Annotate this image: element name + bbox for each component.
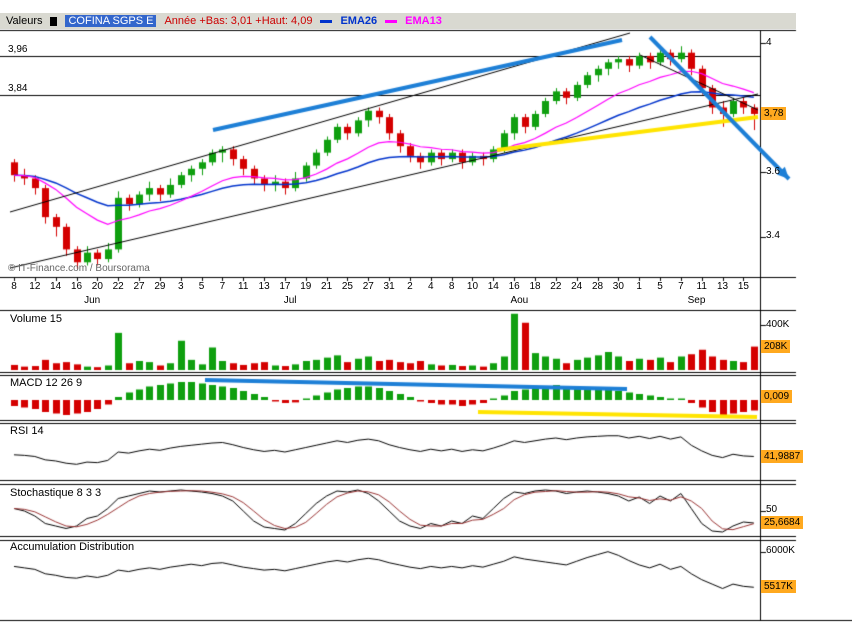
price-level-label-396: 3,96 xyxy=(8,44,28,55)
volume-axis-label: 400K xyxy=(766,319,790,330)
ema26-label[interactable]: EMA26 xyxy=(340,15,378,27)
accumulation-title: Accumulation Distribution xyxy=(10,541,135,553)
copyright-label: © IT-Finance.com / Boursorama xyxy=(8,263,150,274)
stochastic-title: Stochastique 8 3 3 xyxy=(10,487,102,499)
ema13-color-swatch xyxy=(385,19,398,23)
stochastic-axis-label: 50 xyxy=(766,504,778,515)
accumulation-badge: 5517K xyxy=(761,580,796,593)
macd-badge: 0,009 xyxy=(761,390,793,403)
symbol-name[interactable]: COFINA SGPS E xyxy=(65,15,157,27)
year-range-label: Année +Bas: 3,01 +Haut: 4,09 xyxy=(164,15,313,27)
price-axis-label-4: 4 xyxy=(766,37,772,48)
price-level-label-384: 3,84 xyxy=(8,83,28,94)
last-price-badge: 3,78 xyxy=(761,107,787,120)
candlestick-icon xyxy=(50,16,58,26)
ema26-color-swatch xyxy=(320,19,333,23)
legend-bar: Valeurs COFINA SGPS E Année +Bas: 3,01 +… xyxy=(0,13,796,29)
price-axis-label-34: 3.4 xyxy=(766,230,780,241)
macd-title: MACD 12 26 9 xyxy=(10,377,83,389)
volume-title: Volume 15 xyxy=(10,313,62,325)
accumulation-axis-label: 6000K xyxy=(766,545,795,556)
ema13-label[interactable]: EMA13 xyxy=(405,15,442,27)
rsi-badge: 41,9887 xyxy=(761,450,804,463)
price-axis-label-36: 3.6 xyxy=(766,166,780,177)
stochastic-badge: 25,6684 xyxy=(761,516,804,529)
values-label: Valeurs xyxy=(6,15,43,27)
volume-badge: 208K xyxy=(761,340,791,353)
rsi-title: RSI 14 xyxy=(10,425,44,437)
